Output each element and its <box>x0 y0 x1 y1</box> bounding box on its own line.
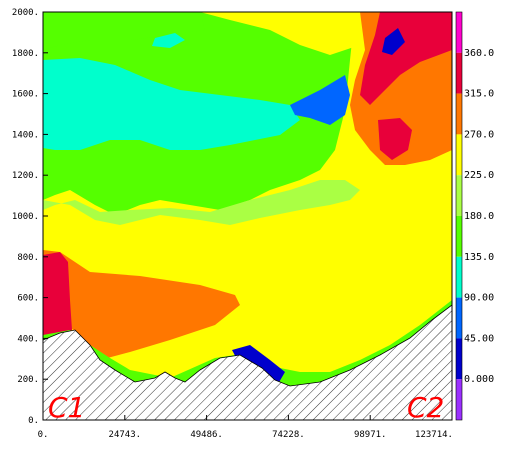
colorbar-segment <box>456 256 462 298</box>
colorbar-segment <box>456 12 462 53</box>
contour-band-lightgreen <box>43 180 360 225</box>
contour-field <box>43 12 452 420</box>
x-axis: 0. 24743. 49486. 74228. 98971. 123714. <box>38 415 453 440</box>
x-tick-label: 0. <box>38 430 49 440</box>
x-tick-label: 49486. <box>190 430 223 440</box>
y-tick-label: 600. <box>17 294 39 304</box>
contour-band-yellow-upper <box>200 12 380 55</box>
colorbar-label: 0.000 <box>464 374 494 385</box>
colorbar-segment <box>456 297 462 339</box>
colorbar-label: 315.0 <box>464 89 494 100</box>
colorbar-segment <box>456 379 462 420</box>
y-tick-label: 200. <box>17 375 39 385</box>
y-tick-label: 1400. <box>12 130 39 140</box>
contour-band-cyan-small <box>152 33 185 48</box>
y-tick-label: 1600. <box>12 90 39 100</box>
y-tick-label: 2000. <box>12 8 39 18</box>
colorbar-label: 225.0 <box>464 170 494 181</box>
y-tick-label: 0. <box>28 416 39 426</box>
contour-band-green-bottom <box>43 300 452 387</box>
colorbar-label: 270.0 <box>464 129 494 140</box>
colorbar-segment <box>456 338 462 380</box>
colorbar-label: 90.00 <box>464 293 494 304</box>
colorbar-label: 180.0 <box>464 211 494 222</box>
x-tick-label: 123714. <box>415 430 453 440</box>
x-tick-label: 74228. <box>272 430 305 440</box>
colorbar-segment <box>456 175 462 216</box>
annotation-c2: C2 <box>407 391 444 424</box>
contour-band-blue-bottom <box>232 345 285 384</box>
colorbar-label: 45.00 <box>464 333 494 344</box>
contour-band-red-left <box>43 252 72 335</box>
contour-band-red-right <box>360 12 452 105</box>
x-tick-label: 24743. <box>109 430 142 440</box>
y-tick-label: 1000. <box>12 212 39 222</box>
contour-band-blue-right <box>382 28 405 55</box>
y-tick-label: 800. <box>17 253 39 263</box>
annotation-c1: C1 <box>48 391 85 424</box>
colorbar-label: 360.0 <box>464 48 494 59</box>
y-tick-label: 1800. <box>12 49 39 59</box>
contour-band-red-mid <box>378 118 412 160</box>
contour-band-green-upper <box>43 12 205 50</box>
contour-band-orange-left <box>43 250 240 360</box>
y-axis: 0. 200. 400. 600. 800. 1000. 1200. 1400. 1600. 18… <box>12 8 48 426</box>
contour-band-cyan <box>43 58 300 150</box>
colorbar-frame <box>455 11 463 421</box>
x-tick-label: 98971. <box>354 430 387 440</box>
y-tick-label: 1200. <box>12 171 39 181</box>
contour-band-blue <box>290 75 350 125</box>
colorbar-segment <box>456 216 462 257</box>
colorbar-segment <box>456 93 462 135</box>
colorbar-segment <box>456 52 462 94</box>
colorbar: 0.000 45.00 90.00 135.0 180.0 225.0 270.0 315.0… <box>455 11 494 421</box>
terrain-mask <box>43 304 452 420</box>
colorbar-segment <box>456 134 462 176</box>
y-tick-label: 400. <box>17 334 39 344</box>
colorbar-label: 135.0 <box>464 252 494 263</box>
